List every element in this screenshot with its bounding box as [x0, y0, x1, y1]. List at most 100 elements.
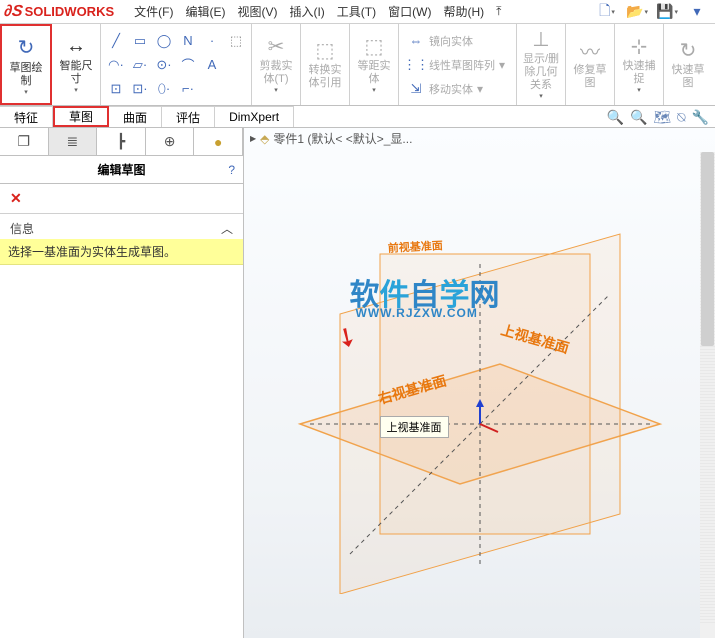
smart-dimension-button[interactable]: ↔ 智能尺 寸 ▾ [54, 26, 98, 100]
offset-group: ⬚ 等距实 体 ▾ [350, 24, 399, 105]
menu-insert[interactable]: 插入(I) [283, 3, 330, 20]
offset-entities-button[interactable]: ⬚ 等距实 体 ▾ [352, 26, 396, 100]
sketch-tools-grid: ╱ ▭ ◯ N · ⬚ ◠· ▱· ⊙· ⌒ A ⊡ ⊡· ⬯· ⌐· [101, 24, 252, 105]
rapid-icon: ↻ [680, 36, 697, 64]
oval-tool[interactable]: ⬯· [153, 78, 175, 100]
vertical-scrollbar[interactable] [700, 152, 715, 638]
chevron-down-icon: ▾ [24, 88, 28, 96]
slot-tool[interactable]: ⊡ [105, 78, 127, 100]
quick-snaps-button[interactable]: ⊹ 快速捕 捉 ▾ [617, 26, 661, 100]
feature-tree-flyout[interactable]: ▶ ⬘ 零件1 (默认< <默认>_显... [244, 128, 715, 149]
new-icon[interactable]: 🗋▾ [593, 2, 621, 22]
brand-text: SOLIDWORKS [25, 4, 115, 19]
tab-features[interactable]: 特征 [0, 106, 53, 127]
appearance-tab[interactable]: ● [194, 128, 243, 155]
graphics-area[interactable]: ▶ ⬘ 零件1 (默认< <默认>_显... 前视基准面 [244, 128, 715, 638]
trim-entities-button[interactable]: ✂ 剪裁实 体(T) ▾ [254, 26, 298, 100]
menubar: ∂S SOLIDWORKS 文件(F) 编辑(E) 视图(V) 插入(I) 工具… [0, 0, 715, 24]
quick-access-toolbar: 🗋▾ 📂▾ 💾▾ ▾ [593, 2, 715, 22]
menu-pin-icon[interactable]: ⤒ [490, 4, 507, 19]
move-icon: ⇲ [405, 78, 427, 100]
polygon-tool[interactable]: ▱· [129, 54, 151, 76]
dimension-icon: ↔ [66, 32, 86, 60]
info-message: 选择一基准面为实体生成草图。 [0, 239, 243, 265]
pattern-icon: ⋮⋮ [405, 54, 427, 76]
text-tool[interactable]: A [201, 54, 223, 76]
open-icon[interactable]: 📂▾ [623, 2, 651, 22]
view-toolbar: 🔍 🔍 🗺 ⍉ 🔧 [607, 106, 710, 128]
repair-group: 〰 修复草 图 [566, 24, 615, 105]
part-name: 零件1 (默认< <默认>_显... [273, 130, 412, 147]
smart-dimension-group: ↔ 智能尺 寸 ▾ [52, 24, 101, 105]
expand-icon: ▶ [250, 134, 256, 143]
trim-group: ✂ 剪裁实 体(T) ▾ [252, 24, 301, 105]
spline-tool[interactable]: N [177, 30, 199, 52]
zoom-area-icon[interactable]: 🔍 [630, 109, 647, 126]
point-tool[interactable]: · [201, 30, 223, 52]
ellipse-tool[interactable]: ⊙· [153, 54, 175, 76]
config-tab[interactable]: ┣ [97, 128, 146, 155]
property-tab[interactable]: ≣ [49, 128, 98, 155]
convert-group: ⬚ 转换实 体引用 [301, 24, 350, 105]
svg-text:前视基准面: 前视基准面 [387, 238, 443, 255]
tab-surfaces[interactable]: 曲面 [109, 106, 162, 127]
relations-icon: ⊥ [532, 26, 549, 53]
rect-tool[interactable]: ▭ [129, 30, 151, 52]
logo-swoosh-icon: ∂S [3, 3, 24, 21]
menu-help[interactable]: 帮助(H) [437, 3, 490, 20]
menu-tools[interactable]: 工具(T) [331, 3, 382, 20]
move-entities-button[interactable]: 移动实体 [429, 81, 473, 97]
info-label: 信息 [10, 220, 34, 237]
arc-tool[interactable]: ◠· [105, 54, 127, 76]
save-icon[interactable]: 💾▾ [653, 2, 681, 22]
panel-title-text: 编辑草图 [97, 161, 145, 178]
fillet-tool[interactable]: ⌒ [177, 54, 199, 76]
info-section-header[interactable]: 信息 ︿ [0, 213, 243, 239]
offset-icon: ⬚ [365, 32, 384, 60]
help-icon[interactable]: ? [228, 163, 235, 177]
dimxpert-tab[interactable]: ⊕ [146, 128, 195, 155]
linear-pattern-button[interactable]: 线性草图阵列 [429, 57, 495, 73]
command-tabs: 特征 草图 曲面 评估 DimXpert 🔍 🔍 🗺 ⍉ 🔧 [0, 106, 715, 128]
part-icon: ⬘ [260, 132, 269, 146]
display-delete-relations-button[interactable]: ⊥ 显示/删 除几何 关系 ▾ [519, 26, 563, 100]
tab-evaluate[interactable]: 评估 [162, 106, 215, 127]
view-orientation-icon[interactable]: 🗺 [653, 109, 671, 126]
mirror-pattern-group: ⇔镜向实体 ⋮⋮线性草图阵列▾ ⇲移动实体▾ [399, 24, 517, 105]
menu-file[interactable]: 文件(F) [128, 3, 179, 20]
slot2-tool[interactable]: ⊡· [129, 78, 151, 100]
rapid-sketch-button[interactable]: ↻ 快速草 图 [666, 26, 710, 100]
snap-group: ⊹ 快速捕 捉 ▾ [615, 24, 664, 105]
chevron-down-icon: ▾ [539, 92, 543, 100]
zoom-fit-icon[interactable]: 🔍 [607, 109, 624, 126]
menu-edit[interactable]: 编辑(E) [179, 3, 231, 20]
section-view-icon[interactable]: ⍉ [677, 109, 685, 126]
chevron-down-icon: ▾ [372, 86, 376, 94]
feature-tree-tab[interactable]: ❐ [0, 128, 49, 155]
menu-window[interactable]: 窗口(W) [382, 3, 437, 20]
repair-sketch-button[interactable]: 〰 修复草 图 [568, 26, 612, 100]
chevron-down-icon: ▾ [637, 86, 641, 94]
sketch-button[interactable]: ↻ 草图绘 制 ▾ [4, 28, 48, 101]
offset-label: 等距实 体 [358, 60, 391, 86]
plane-tooltip: 上视基准面 [380, 416, 449, 438]
cancel-button[interactable]: ✕ [0, 184, 243, 213]
menu-view[interactable]: 视图(V) [231, 3, 283, 20]
app-logo: ∂S SOLIDWORKS [4, 3, 114, 21]
chevron-down-icon: ▾ [499, 58, 505, 72]
repair-icon: 〰 [580, 36, 600, 64]
select-rect-tool[interactable]: ⬚ [225, 30, 247, 52]
settings-icon[interactable]: 🔧 [692, 109, 709, 126]
line-tool[interactable]: ╱ [105, 30, 127, 52]
corner-tool[interactable]: ⌐· [177, 78, 199, 100]
convert-entities-button[interactable]: ⬚ 转换实 体引用 [303, 26, 347, 100]
tab-dimxpert[interactable]: DimXpert [215, 106, 294, 127]
trim-icon: ✂ [268, 32, 285, 60]
rapid-label: 快速草 图 [672, 64, 705, 90]
smart-dim-label: 智能尺 寸 [60, 60, 93, 86]
tab-sketch[interactable]: 草图 [53, 106, 109, 127]
collapse-icon: ︿ [221, 220, 233, 237]
circle-tool[interactable]: ◯ [153, 30, 175, 52]
more-quick-access[interactable]: ▾ [683, 2, 711, 22]
mirror-entities-button[interactable]: 镜向实体 [429, 33, 473, 49]
